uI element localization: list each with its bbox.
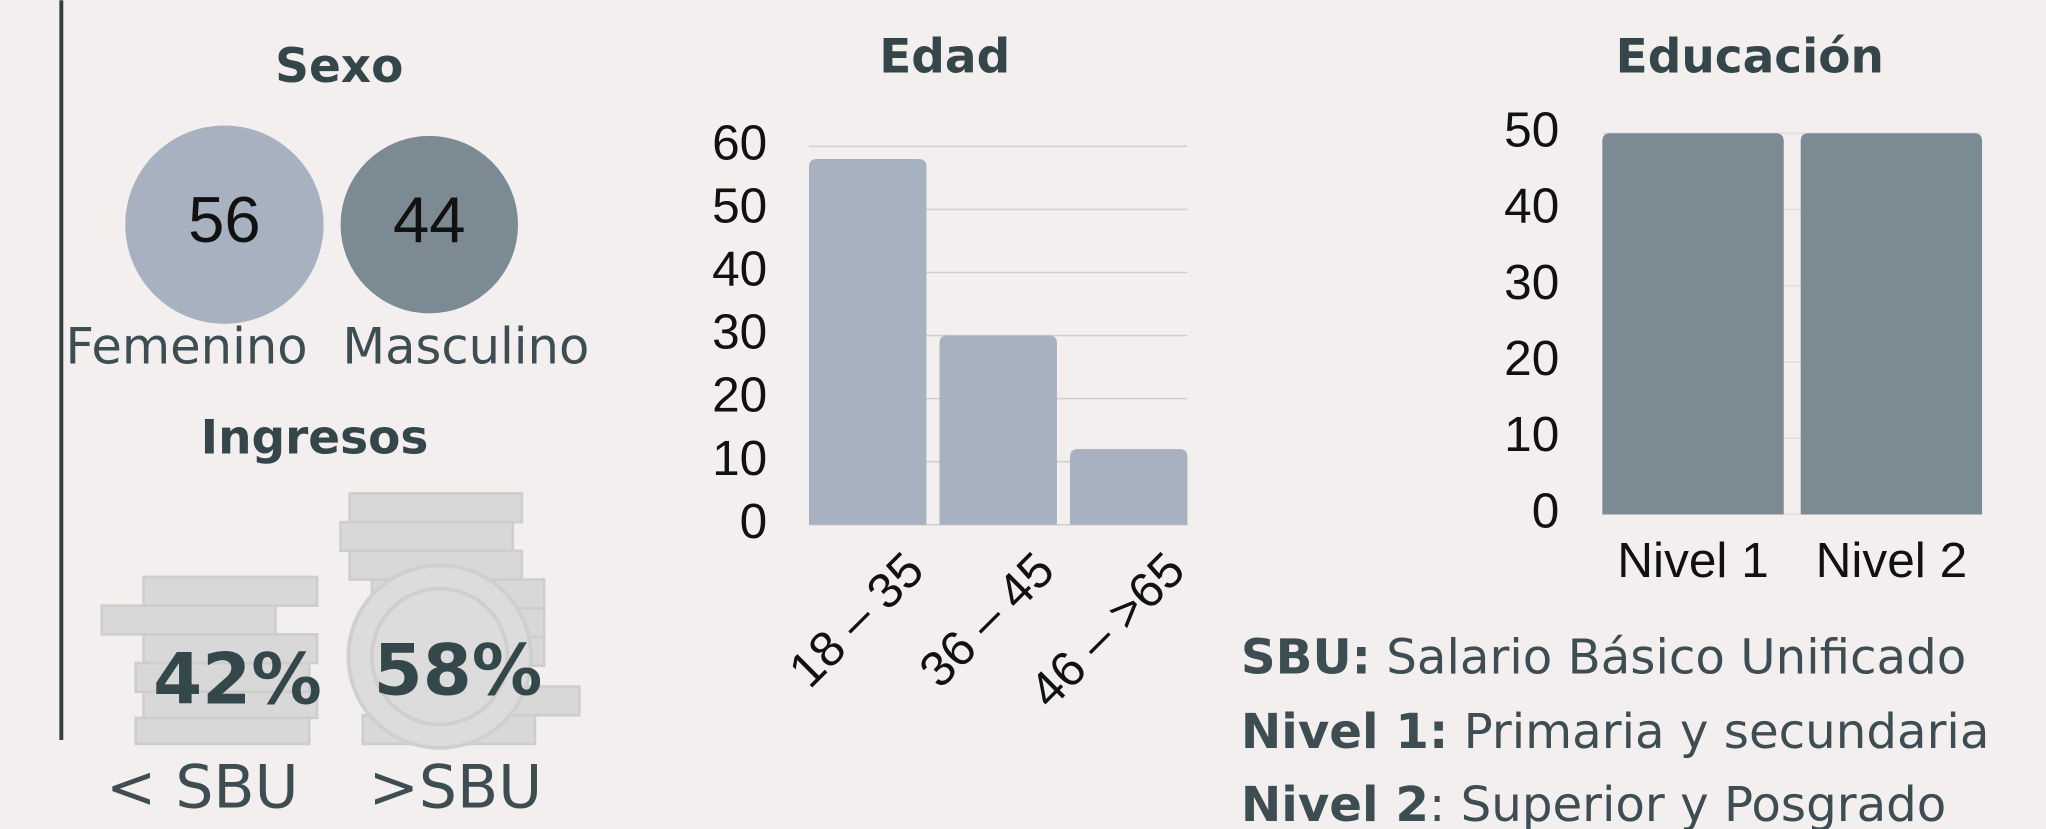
bar — [1070, 449, 1187, 525]
y-tick-label: 10 — [712, 430, 767, 486]
y-tick-label: 0 — [1532, 482, 1560, 538]
y-tick-label: 10 — [1504, 406, 1559, 462]
note-text: Salario Básico Unificado — [1371, 629, 1966, 685]
x-tick-label: Nivel 1 — [1617, 532, 1769, 588]
note: SBU: Salario Básico Unificado — [1241, 629, 1966, 685]
y-tick-label: 30 — [712, 304, 767, 360]
bar — [1602, 133, 1783, 514]
note-term: Nivel 2 — [1241, 777, 1429, 829]
percentage: 58% — [374, 629, 543, 711]
section-title: Ingresos — [201, 411, 429, 466]
bar — [939, 336, 1056, 525]
value: 56 — [188, 183, 261, 256]
bar — [809, 159, 926, 525]
y-tick-label: 30 — [1504, 254, 1559, 310]
x-tick-label: Nivel 2 — [1816, 532, 1968, 588]
label: < SBU — [106, 753, 299, 823]
label: Masculino — [342, 317, 589, 375]
label: Femenino — [66, 317, 308, 375]
y-tick-label: 20 — [1504, 330, 1559, 386]
percentage: 42% — [153, 638, 322, 720]
x-tick-label: 18 – 35 — [778, 541, 935, 698]
note-text: Primaria y secundaria — [1448, 704, 1989, 760]
y-tick-label: 60 — [712, 114, 767, 170]
y-tick-label: 50 — [1504, 101, 1559, 157]
chart-title: Educación — [1616, 30, 1884, 85]
y-tick-label: 50 — [712, 178, 767, 234]
note-term: SBU: — [1241, 629, 1371, 685]
chart-title: Edad — [879, 30, 1010, 85]
label: >SBU — [369, 753, 542, 823]
infographic: Sexo 56 44 Femenino Masculino Ingresos 4… — [0, 0, 2046, 829]
bar — [1801, 133, 1982, 514]
note: Nivel 2: Superior y Posgrado — [1241, 777, 1946, 829]
y-tick-label: 40 — [1504, 178, 1559, 234]
note: Nivel 1: Primaria y secundaria — [1241, 704, 1990, 760]
section-title: Sexo — [275, 39, 403, 94]
value: 44 — [393, 183, 466, 256]
y-tick-label: 40 — [712, 241, 767, 297]
y-tick-label: 20 — [712, 367, 767, 423]
note-text: : Superior y Posgrado — [1429, 777, 1946, 829]
note-term: Nivel 1: — [1241, 704, 1448, 760]
y-tick-label: 0 — [740, 493, 768, 549]
